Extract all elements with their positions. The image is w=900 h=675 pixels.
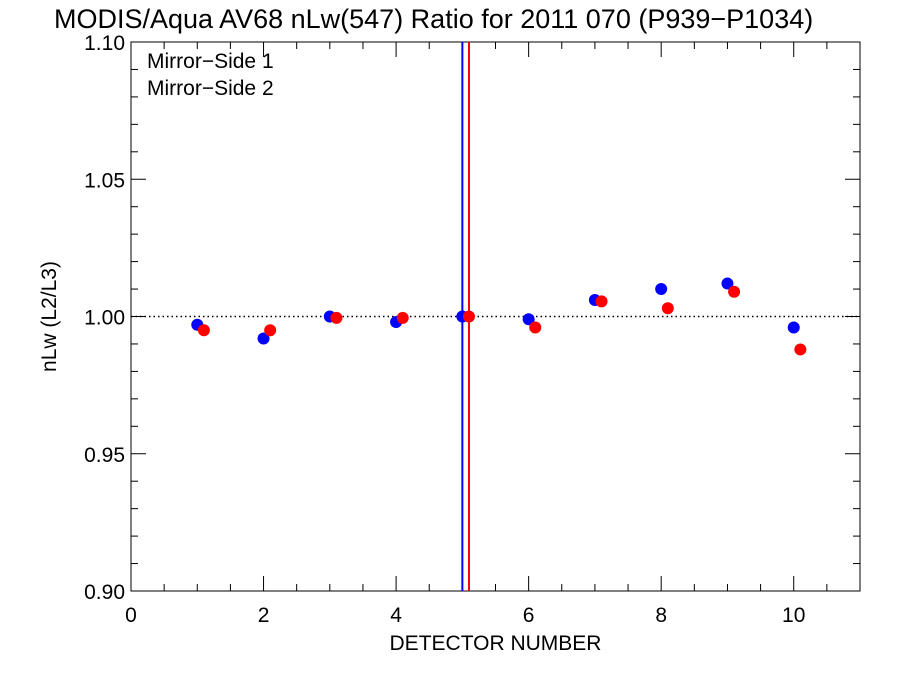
x-axis-label: DETECTOR NUMBER [390, 632, 602, 655]
y-tick-label: 0.90 [84, 581, 125, 604]
data-point-series-2 [529, 321, 542, 334]
data-point-series-1 [257, 332, 270, 345]
chart-title: MODIS/Aqua AV68 nLw(547) Ratio for 2011 … [54, 4, 813, 34]
x-tick-label: 6 [523, 604, 535, 627]
y-tick-label: 1.00 [84, 307, 125, 330]
data-point-series-1 [522, 313, 535, 326]
data-point-series-1 [787, 321, 800, 334]
y-axis-label: nLw (L2/L3) [38, 261, 61, 372]
legend: Mirror−Side 1 Mirror−Side 2 [147, 50, 274, 100]
data-point-series-2 [794, 343, 807, 356]
y-tick-label: 1.05 [84, 169, 125, 192]
x-tick-label: 0 [125, 604, 137, 627]
x-tick-label: 10 [782, 604, 805, 627]
data-point-series-2 [264, 324, 277, 337]
data-point-series-1 [655, 283, 668, 296]
data-point-series-2 [462, 310, 475, 323]
data-point-series-2 [330, 311, 343, 324]
x-tick-label: 8 [655, 604, 667, 627]
reference-lines [131, 42, 860, 591]
axis-ticks [130, 41, 861, 592]
data-point-series-2 [661, 302, 674, 315]
data-points [191, 277, 807, 356]
y-tick-label: 0.95 [84, 444, 125, 467]
x-tick-label: 2 [258, 604, 270, 627]
data-point-series-2 [197, 324, 210, 337]
axis-tick-labels: 0 2 4 6 8 10 0.90 0.95 1.00 1.05 1.10 [84, 32, 805, 627]
legend-entry-mirror-side-1: Mirror−Side 1 [147, 50, 274, 73]
data-point-series-2 [595, 295, 608, 308]
x-tick-label: 4 [390, 604, 402, 627]
data-point-series-2 [728, 285, 741, 298]
data-point-series-2 [396, 311, 409, 324]
y-tick-label: 1.10 [84, 32, 125, 55]
data-point-series-1 [721, 277, 734, 290]
legend-entry-mirror-side-2: Mirror−Side 2 [147, 77, 274, 100]
